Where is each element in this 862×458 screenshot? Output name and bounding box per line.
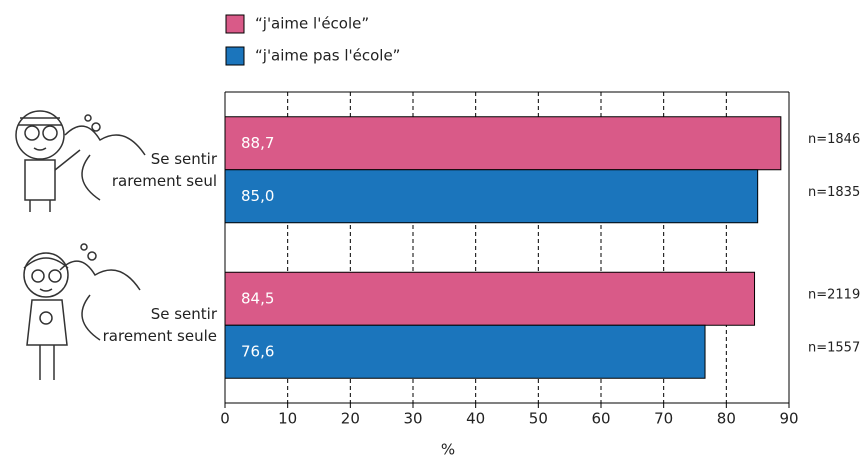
legend-swatch (225, 14, 245, 34)
sample-size-label: n=1557 (808, 340, 860, 355)
sample-size-label: n=2119 (808, 287, 860, 302)
x-tick-label: 40 (466, 410, 485, 428)
category-label: Se sentir rarement seul (111, 149, 217, 190)
value-label: 88,7 (241, 134, 274, 152)
x-tick-label: 90 (779, 410, 798, 428)
x-tick-label: 70 (654, 410, 673, 428)
x-tick-label: 80 (717, 410, 736, 428)
sample-size-label: n=1846 (808, 132, 860, 147)
bar (224, 324, 706, 379)
value-label: 84,5 (241, 289, 274, 307)
legend-label: “j'aime pas l'école” (255, 47, 400, 65)
x-tick-label: 30 (403, 410, 422, 428)
x-tick-label: 0 (220, 410, 230, 428)
bar (224, 271, 756, 326)
value-label: 85,0 (241, 187, 274, 205)
bar (224, 116, 782, 171)
bar (224, 169, 759, 224)
value-label: 76,6 (241, 342, 274, 360)
legend-label: “j'aime l'école” (255, 15, 369, 33)
x-tick-label: 20 (341, 410, 360, 428)
illustration (15, 110, 146, 380)
x-tick-label: 10 (278, 410, 297, 428)
category-label: Se sentir rarement seule (102, 305, 217, 346)
legend-swatch (225, 46, 245, 66)
sample-size-label: n=1835 (808, 185, 860, 200)
x-tick-label: 60 (591, 410, 610, 428)
x-tick-label: 50 (529, 410, 548, 428)
x-axis-label: % (441, 441, 455, 458)
